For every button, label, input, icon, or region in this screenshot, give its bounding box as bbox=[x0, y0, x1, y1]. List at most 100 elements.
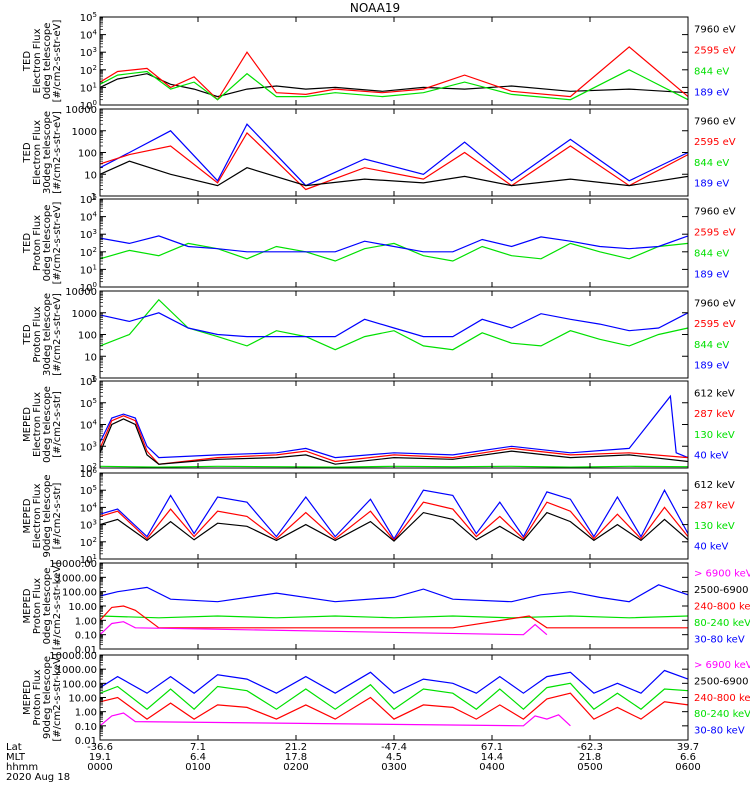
y-tick-label: 103 bbox=[80, 519, 97, 532]
legend-entry: > 6900 keV bbox=[694, 660, 750, 671]
footer-hhmm-value: 0200 bbox=[283, 762, 308, 773]
y-tick-label: 0.10 bbox=[75, 631, 97, 642]
legend-entry: 7960 eV bbox=[694, 116, 736, 127]
y-tick-label: 100 bbox=[78, 149, 97, 160]
y-tick-label: 10.00 bbox=[68, 694, 97, 705]
legend-entry: 240-800 keV bbox=[694, 693, 750, 704]
y-tick-label: 103 bbox=[80, 440, 97, 453]
plot-frame bbox=[100, 291, 688, 378]
y-tick-label: 10 bbox=[84, 170, 97, 181]
panels-group: 100 101 102 103 104 105 TEDElectron Flux0deg t… bbox=[22, 11, 750, 747]
y-tick-label: 104 bbox=[80, 211, 98, 224]
legend-entry: 7960 eV bbox=[694, 298, 736, 309]
legend-entry: 2595 eV bbox=[694, 227, 736, 238]
y-axis-label: MEPEDProton Flux90deg telescope[#/cm2-s-… bbox=[22, 653, 63, 741]
legend-entry: 844 eV bbox=[694, 248, 729, 259]
footer-hhmm-value: 0100 bbox=[185, 762, 210, 773]
footer-hhmm-value: 0600 bbox=[675, 762, 700, 773]
y-axis-label: MEPEDElectron Flux0deg telescope[#/cm2-s… bbox=[22, 386, 63, 463]
y-axis-label: TEDElectron Flux30deg telescope[#/cm2-s-… bbox=[22, 111, 63, 194]
plot-frame bbox=[100, 563, 688, 649]
legend-entry: 80-240 keV bbox=[694, 709, 750, 720]
y-tick-label: 1000 bbox=[72, 309, 97, 320]
y-axis-label: TEDProton Flux0deg telescope[#/cm2-s-str… bbox=[22, 202, 63, 285]
y-tick-label: 1.00 bbox=[75, 616, 97, 627]
y-tick-label: 105 bbox=[80, 484, 97, 497]
y-tick-label: 105 bbox=[80, 397, 97, 410]
series-line-80-240-kev bbox=[100, 616, 688, 618]
legend-entry: 2500-6900 bbox=[694, 677, 749, 688]
legend-entry: 7960 eV bbox=[694, 24, 736, 35]
legend-entry: 130 keV bbox=[694, 521, 735, 532]
series-line-40-kev bbox=[100, 490, 688, 539]
legend-entry: 30-80 keV bbox=[694, 726, 745, 737]
series-line-844-ev bbox=[100, 70, 688, 100]
series-line-287-kev bbox=[100, 416, 688, 464]
y-tick-label: 10 bbox=[84, 352, 97, 363]
footer-hhmm-value: 0400 bbox=[479, 762, 504, 773]
y-axis-label: MEPEDProton Flux0deg telescope[#/cm2-s-s… bbox=[22, 562, 63, 650]
series-line-189-ev bbox=[100, 313, 688, 337]
figure-title: NOAA19 bbox=[350, 1, 400, 15]
legend-entry: 40 keV bbox=[694, 451, 728, 462]
y-axis-label: TEDProton Flux30deg telescope[#/cm2-s-st… bbox=[22, 293, 63, 376]
series-line-30-80-kev bbox=[100, 585, 688, 602]
legend-entry: 844 eV bbox=[694, 66, 729, 77]
legend-entry: 40 keV bbox=[694, 542, 728, 553]
series-line-240-800-kev bbox=[100, 693, 688, 719]
y-tick-label: 1000 bbox=[72, 127, 97, 138]
plot-frame bbox=[100, 473, 688, 559]
legend-entry: 189 eV bbox=[694, 87, 729, 98]
y-tick-label: 106 bbox=[80, 467, 98, 480]
legend-entry: 2595 eV bbox=[694, 137, 736, 148]
y-tick-label: 104 bbox=[80, 501, 98, 514]
y-tick-label: 1.00 bbox=[75, 708, 97, 719]
y-tick-label: 105 bbox=[80, 11, 97, 24]
series-line-612-kev bbox=[100, 419, 688, 464]
y-tick-label: 102 bbox=[80, 246, 97, 259]
y-tick-label: 104 bbox=[80, 29, 98, 42]
y-tick-label: 106 bbox=[80, 375, 98, 388]
plot-frame bbox=[100, 655, 688, 740]
legend-entry: 130 keV bbox=[694, 430, 735, 441]
y-tick-label: 0.10 bbox=[75, 722, 97, 733]
noaa19-summary-figure: NOAA19 100 101 102 103 104 105 TEDElectron Flu… bbox=[0, 0, 750, 800]
footer-hhmm-value: 0300 bbox=[381, 762, 406, 773]
legend-entry: 287 keV bbox=[694, 501, 735, 512]
legend-entry: 2595 eV bbox=[694, 45, 736, 56]
series-line-2595-ev bbox=[100, 47, 688, 100]
legend-entry: 287 keV bbox=[694, 409, 735, 420]
footer-hhmm-value: 0000 bbox=[87, 762, 112, 773]
y-tick-label: 105 bbox=[80, 193, 97, 206]
legend-entry: 2595 eV bbox=[694, 319, 736, 330]
y-axis-label: MEPEDElectron Flux90deg telescope[#/cm2-… bbox=[22, 474, 63, 557]
y-tick-label: 103 bbox=[80, 228, 97, 241]
panel-2: 110100100010000TEDElectron Flux30deg tel… bbox=[22, 105, 736, 203]
legend-entry: 189 eV bbox=[694, 361, 729, 372]
y-tick-label: 103 bbox=[80, 46, 97, 59]
panel-7: 0.010.101.0010.00100.001000.0010000.00ME… bbox=[22, 559, 750, 656]
y-axis-label: TEDElectron Flux0deg telescope[#/cm2-s-s… bbox=[22, 20, 63, 103]
y-tick-label: 10000 bbox=[65, 287, 97, 298]
series-line-40-kev bbox=[100, 396, 688, 457]
y-tick-label: 101 bbox=[80, 81, 97, 94]
y-tick-label: 104 bbox=[80, 419, 98, 432]
legend-entry: 30-80 keV bbox=[694, 634, 745, 645]
series-line-80-240-kev bbox=[100, 683, 688, 709]
legend-entry: 844 eV bbox=[694, 340, 729, 351]
y-tick-label: 10000 bbox=[65, 105, 97, 116]
legend-entry: > 6900 keV bbox=[694, 568, 750, 579]
series-line-30-80-kev bbox=[100, 671, 688, 694]
legend-entry: 240-800 keV bbox=[694, 601, 750, 612]
y-tick-label: 102 bbox=[80, 64, 97, 77]
legend-entry: 189 eV bbox=[694, 179, 729, 190]
y-tick-label: 100.00 bbox=[62, 588, 97, 599]
legend-entry: 844 eV bbox=[694, 158, 729, 169]
panel-8: 0.010.101.0010.00100.001000.0010000.00ME… bbox=[22, 651, 750, 747]
y-tick-label: 102 bbox=[80, 536, 97, 549]
